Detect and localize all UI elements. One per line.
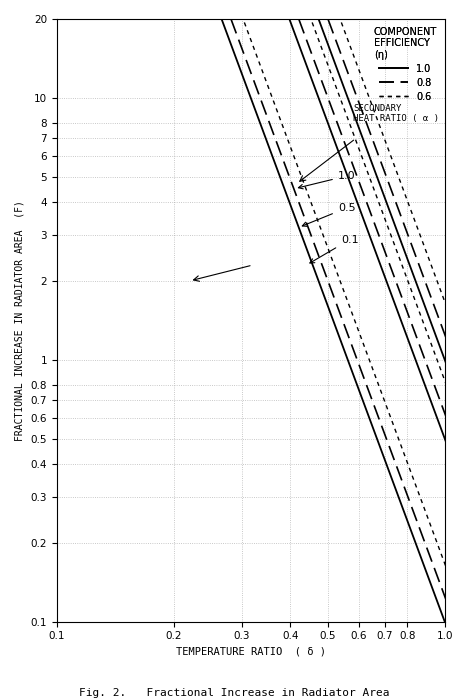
Text: Fig. 2.   Fractional Increase in Radiator Area: Fig. 2. Fractional Increase in Radiator … bbox=[79, 689, 389, 699]
Text: SECONDARY
HEAT RATIO ( α ): SECONDARY HEAT RATIO ( α ) bbox=[353, 104, 439, 123]
Y-axis label: FRACTIONAL INCREASE IN RADIATOR AREA  (F): FRACTIONAL INCREASE IN RADIATOR AREA (F) bbox=[15, 200, 25, 441]
Text: 0.1: 0.1 bbox=[310, 234, 358, 263]
Text: 1.0: 1.0 bbox=[299, 171, 355, 189]
Text: 0.5: 0.5 bbox=[302, 203, 355, 226]
Legend: 1.0, 0.8, 0.6: 1.0, 0.8, 0.6 bbox=[371, 24, 440, 104]
X-axis label: TEMPERATURE RATIO  ( δ ): TEMPERATURE RATIO ( δ ) bbox=[176, 647, 326, 657]
